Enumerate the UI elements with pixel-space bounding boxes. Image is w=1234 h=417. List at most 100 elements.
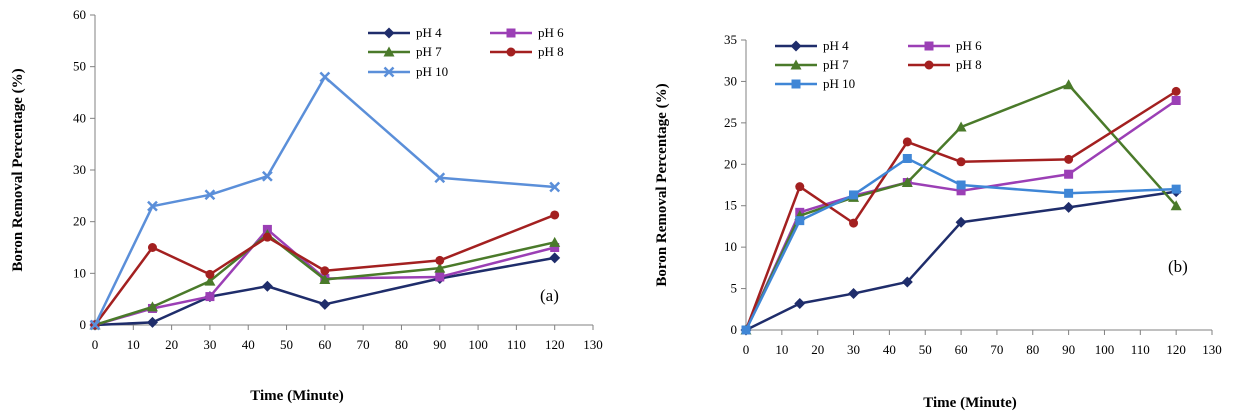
x-tick-label: 130: [1202, 342, 1222, 357]
data-point: [435, 272, 444, 281]
legend-label: pH 8: [956, 57, 982, 72]
x-tick-label: 70: [990, 342, 1003, 357]
x-tick-label: 90: [433, 337, 446, 352]
legend-item: pH 7: [775, 57, 849, 72]
data-point: [205, 292, 214, 301]
data-point: [549, 237, 560, 247]
legend-label: pH 6: [956, 38, 982, 53]
x-tick-label: 60: [955, 342, 968, 357]
x-tick-label: 80: [1026, 342, 1039, 357]
x-tick-label: 20: [165, 337, 178, 352]
data-point: [1063, 79, 1074, 89]
x-tick-label: 50: [919, 342, 932, 357]
panel-label: (b): [1168, 257, 1188, 276]
data-point: [1064, 170, 1073, 179]
legend-label: pH 4: [416, 25, 442, 40]
x-tick-label: 110: [507, 337, 526, 352]
series-ph-6: [742, 96, 1181, 335]
data-point: [849, 190, 858, 199]
chart-panel-b: 0 5 10 15 20 25 30 35 0 10 20 30 40 50 60 70 80 90 100 110 1…: [654, 32, 1222, 411]
legend-item: pH 8: [908, 57, 982, 72]
data-point: [263, 233, 272, 242]
y-tick-label: 10: [73, 265, 86, 280]
chart-panel-a: 0 10 20 30 40 50 60 0 10 20 30 40 50 60 70 80 90 100 110 12…: [10, 7, 603, 404]
legend-item: pH 4: [368, 25, 442, 40]
data-point: [903, 154, 912, 163]
data-point: [262, 281, 273, 292]
legend-marker: [925, 42, 934, 51]
x-tick-label: 10: [775, 342, 788, 357]
data-point: [550, 210, 559, 219]
x-tick-label: 50: [280, 337, 293, 352]
data-point: [320, 73, 329, 82]
data-point: [320, 266, 329, 275]
data-point: [848, 288, 859, 299]
x-tick-label: 70: [357, 337, 370, 352]
data-point: [1172, 87, 1181, 96]
x-tick-label: 100: [1095, 342, 1115, 357]
data-point: [795, 216, 804, 225]
y-axis-label: Boron Removal Percentage (%): [654, 83, 670, 286]
y-tick-label: 10: [724, 239, 737, 254]
legend-label: pH 10: [416, 64, 448, 79]
legend-label: pH 7: [823, 57, 849, 72]
x-tick-label: 120: [1166, 342, 1186, 357]
y-tick-label: 60: [73, 7, 86, 22]
x-tick-label: 110: [1131, 342, 1150, 357]
legend-item: pH 4: [775, 38, 849, 53]
x-tick-label: 30: [847, 342, 860, 357]
data-point: [205, 270, 214, 279]
data-point: [1172, 96, 1181, 105]
x-tick-label: 40: [242, 337, 255, 352]
y-tick-label: 35: [724, 32, 737, 47]
series-line: [95, 77, 555, 325]
x-tick-label: 120: [545, 337, 565, 352]
data-point: [849, 219, 858, 228]
legend-marker: [507, 29, 516, 38]
y-tick-label: 25: [724, 115, 737, 130]
legend-marker: [925, 61, 934, 70]
data-point: [148, 243, 157, 252]
data-point: [957, 157, 966, 166]
x-tick-label: 30: [203, 337, 216, 352]
y-tick-label: 15: [724, 198, 737, 213]
series-ph-10: [91, 73, 560, 330]
legend-label: pH 4: [823, 38, 849, 53]
legend-label: pH 10: [823, 76, 855, 91]
legend-item: pH 7: [368, 44, 442, 59]
data-point: [1064, 189, 1073, 198]
legend-label: pH 7: [416, 44, 442, 59]
data-point: [1064, 155, 1073, 164]
panel-label: (a): [540, 286, 559, 305]
y-axis-label: Boron Removal Percentage (%): [10, 68, 26, 271]
data-point: [1063, 202, 1074, 213]
legend-item: pH 10: [368, 64, 448, 79]
y-tick-label: 40: [73, 110, 86, 125]
x-tick-label: 130: [583, 337, 603, 352]
y-tick-label: 20: [724, 156, 737, 171]
y-tick-label: 0: [80, 317, 87, 332]
data-point: [957, 181, 966, 190]
y-tick-label: 50: [73, 59, 86, 74]
x-tick-label: 40: [883, 342, 896, 357]
x-tick-label: 100: [468, 337, 488, 352]
x-tick-label: 10: [127, 337, 140, 352]
legend-item: pH 10: [775, 76, 855, 91]
data-point: [903, 137, 912, 146]
data-point: [794, 298, 805, 309]
data-point: [435, 256, 444, 265]
data-point: [319, 299, 330, 310]
series-ph-7: [90, 229, 561, 329]
x-tick-label: 0: [92, 337, 99, 352]
data-point: [549, 252, 560, 263]
x-tick-label: 60: [318, 337, 331, 352]
y-tick-label: 0: [731, 322, 738, 337]
legend-marker: [384, 28, 395, 39]
data-point: [147, 317, 158, 328]
y-tick-label: 30: [724, 73, 737, 88]
series-ph-7: [741, 79, 1182, 334]
legend-label: pH 6: [538, 25, 564, 40]
x-tick-label: 20: [811, 342, 824, 357]
legend-label: pH 8: [538, 44, 564, 59]
